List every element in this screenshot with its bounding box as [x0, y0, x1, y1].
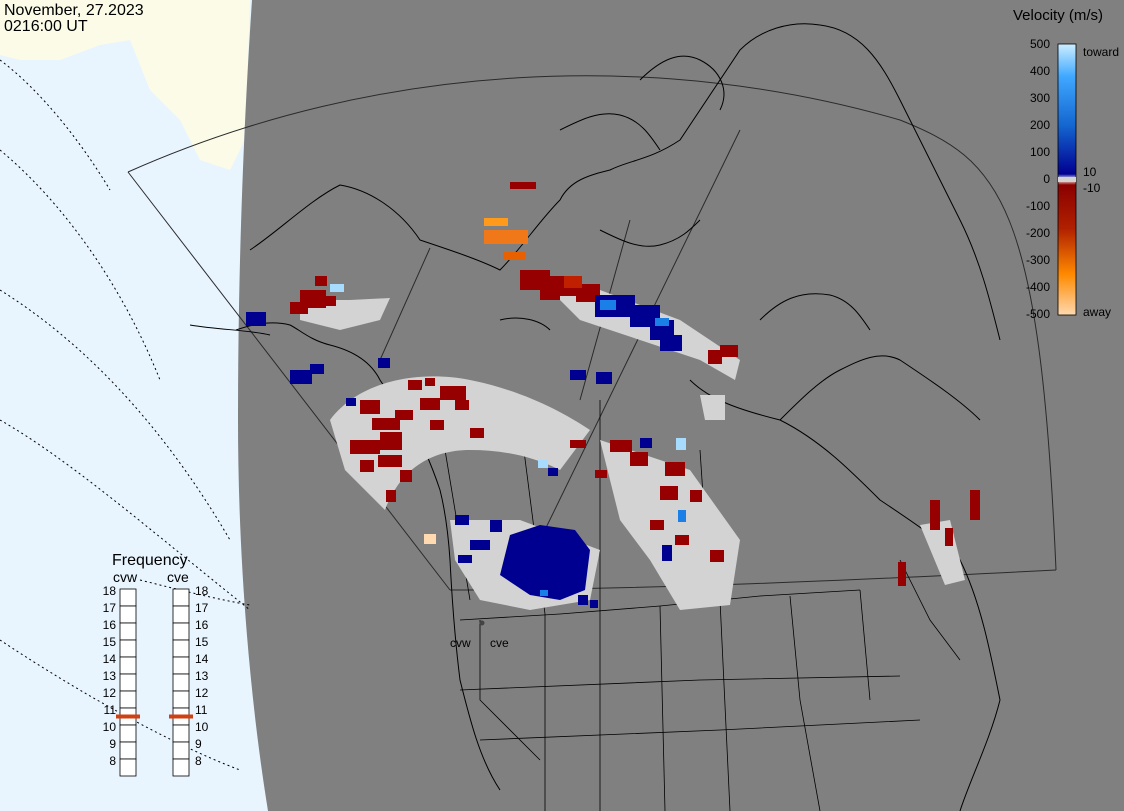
- frequency-label-cve: cve: [167, 569, 189, 585]
- frequency-cell: [119, 639, 137, 658]
- velocity-tick-label: 100: [1030, 145, 1050, 159]
- velocity-tick-label: -300: [1026, 253, 1050, 267]
- dayside-land: [0, 0, 250, 170]
- frequency-tick-label: 15: [103, 635, 117, 649]
- frequency-cell: [119, 741, 137, 760]
- frequency-cell: [119, 588, 137, 607]
- header-time: 0216:00 UT: [4, 18, 88, 35]
- frequency-bars: 18 17 16 15 14 13 12 11 10 9 8 18 17 16 15 14 13 12 11 10 9 8: [103, 584, 209, 777]
- velocity-tick-label: 200: [1030, 118, 1050, 132]
- velocity-legend: Velocity (m/s) 500400300200100100-10-100…: [1013, 7, 1119, 321]
- frequency-tick-label: 11: [104, 703, 117, 717]
- frequency-tick-label: 17: [103, 601, 117, 615]
- radar-site-cvw: [479, 620, 485, 626]
- velocity-tick-label: 400: [1030, 64, 1050, 78]
- radar-site-label-cvw: cvw: [450, 636, 471, 650]
- frequency-panel: Frequency cvw cve 1817161514131211109818…: [103, 552, 209, 777]
- toward-label: toward: [1083, 45, 1119, 59]
- frequency-tick-label: 16: [103, 618, 117, 632]
- nightside-region: [238, 0, 1124, 811]
- frequency-tick-label: 18: [103, 584, 117, 598]
- frequency-cell: [172, 605, 190, 624]
- velocity-tick-label: -400: [1026, 280, 1050, 294]
- velocity-tick-label: 300: [1030, 91, 1050, 105]
- frequency-label-cvw: cvw: [113, 569, 138, 585]
- velocity-tick-label: -10: [1083, 181, 1101, 195]
- frequency-cell: [119, 656, 137, 675]
- frequency-cell: [172, 588, 190, 607]
- frequency-tick-label: 15: [195, 635, 209, 649]
- political-borders: [439, 400, 961, 811]
- frequency-tick-label: 13: [103, 669, 117, 683]
- frequency-cell: [172, 758, 190, 777]
- velocity-tick-label: -500: [1026, 307, 1050, 321]
- strong-away-echoes: [424, 218, 582, 544]
- frequency-cell: [172, 741, 190, 760]
- frequency-cell: [172, 639, 190, 658]
- frequency-tick-label: 9: [195, 737, 202, 751]
- frequency-cell: [172, 673, 190, 692]
- frequency-tick-label: 10: [103, 720, 117, 734]
- frequency-tick-label: 8: [109, 754, 116, 768]
- velocity-tick-label: 0: [1043, 172, 1050, 186]
- frequency-tick-label: 16: [195, 618, 209, 632]
- velocity-tick-label: 500: [1030, 37, 1050, 51]
- radar-echoes: [246, 182, 980, 610]
- frequency-cell: [119, 724, 137, 743]
- frequency-tick-label: 14: [195, 652, 209, 666]
- frequency-tick-label: 8: [195, 754, 202, 768]
- radar-sites: cvw cve: [450, 620, 509, 650]
- frequency-marker-cve: [169, 714, 193, 719]
- frequency-cell: [172, 622, 190, 641]
- header-date: November, 27.2023: [4, 2, 144, 19]
- frequency-cell: [119, 622, 137, 641]
- frequency-cell: [172, 656, 190, 675]
- velocity-tick-label: -100: [1026, 199, 1050, 213]
- frequency-cell: [172, 690, 190, 709]
- frequency-cell: [119, 605, 137, 624]
- frequency-cell: [119, 758, 137, 777]
- mid-toward-echoes: [540, 300, 686, 596]
- away-label: away: [1083, 305, 1111, 319]
- frequency-tick-label: 17: [195, 601, 209, 615]
- velocity-ticks: 500400300200100100-10-100-200-300-400-50…: [1026, 37, 1101, 321]
- frequency-tick-label: 12: [103, 686, 117, 700]
- frequency-tick-label: 9: [109, 737, 116, 751]
- velocity-tick-label: 10: [1083, 165, 1097, 179]
- frequency-tick-label: 13: [195, 669, 209, 683]
- frequency-tick-label: 18: [195, 584, 209, 598]
- zero-band: [1058, 177, 1076, 182]
- radar-site-label-cve: cve: [490, 636, 509, 650]
- frequency-tick-label: 11: [195, 703, 208, 717]
- grid-dotted: [0, 59, 251, 771]
- frequency-cell: [119, 673, 137, 692]
- frequency-title: Frequency: [112, 552, 188, 569]
- light-toward-echoes: [330, 284, 686, 468]
- frequency-marker-cvw: [116, 714, 140, 719]
- velocity-tick-label: -200: [1026, 226, 1050, 240]
- velocity-legend-title: Velocity (m/s): [1013, 7, 1103, 24]
- frequency-tick-label: 14: [103, 652, 117, 666]
- frequency-tick-label: 12: [195, 686, 209, 700]
- coastlines: [189, 23, 1001, 811]
- frequency-cell: [172, 724, 190, 743]
- frequency-cell: [119, 690, 137, 709]
- frequency-tick-label: 10: [195, 720, 209, 734]
